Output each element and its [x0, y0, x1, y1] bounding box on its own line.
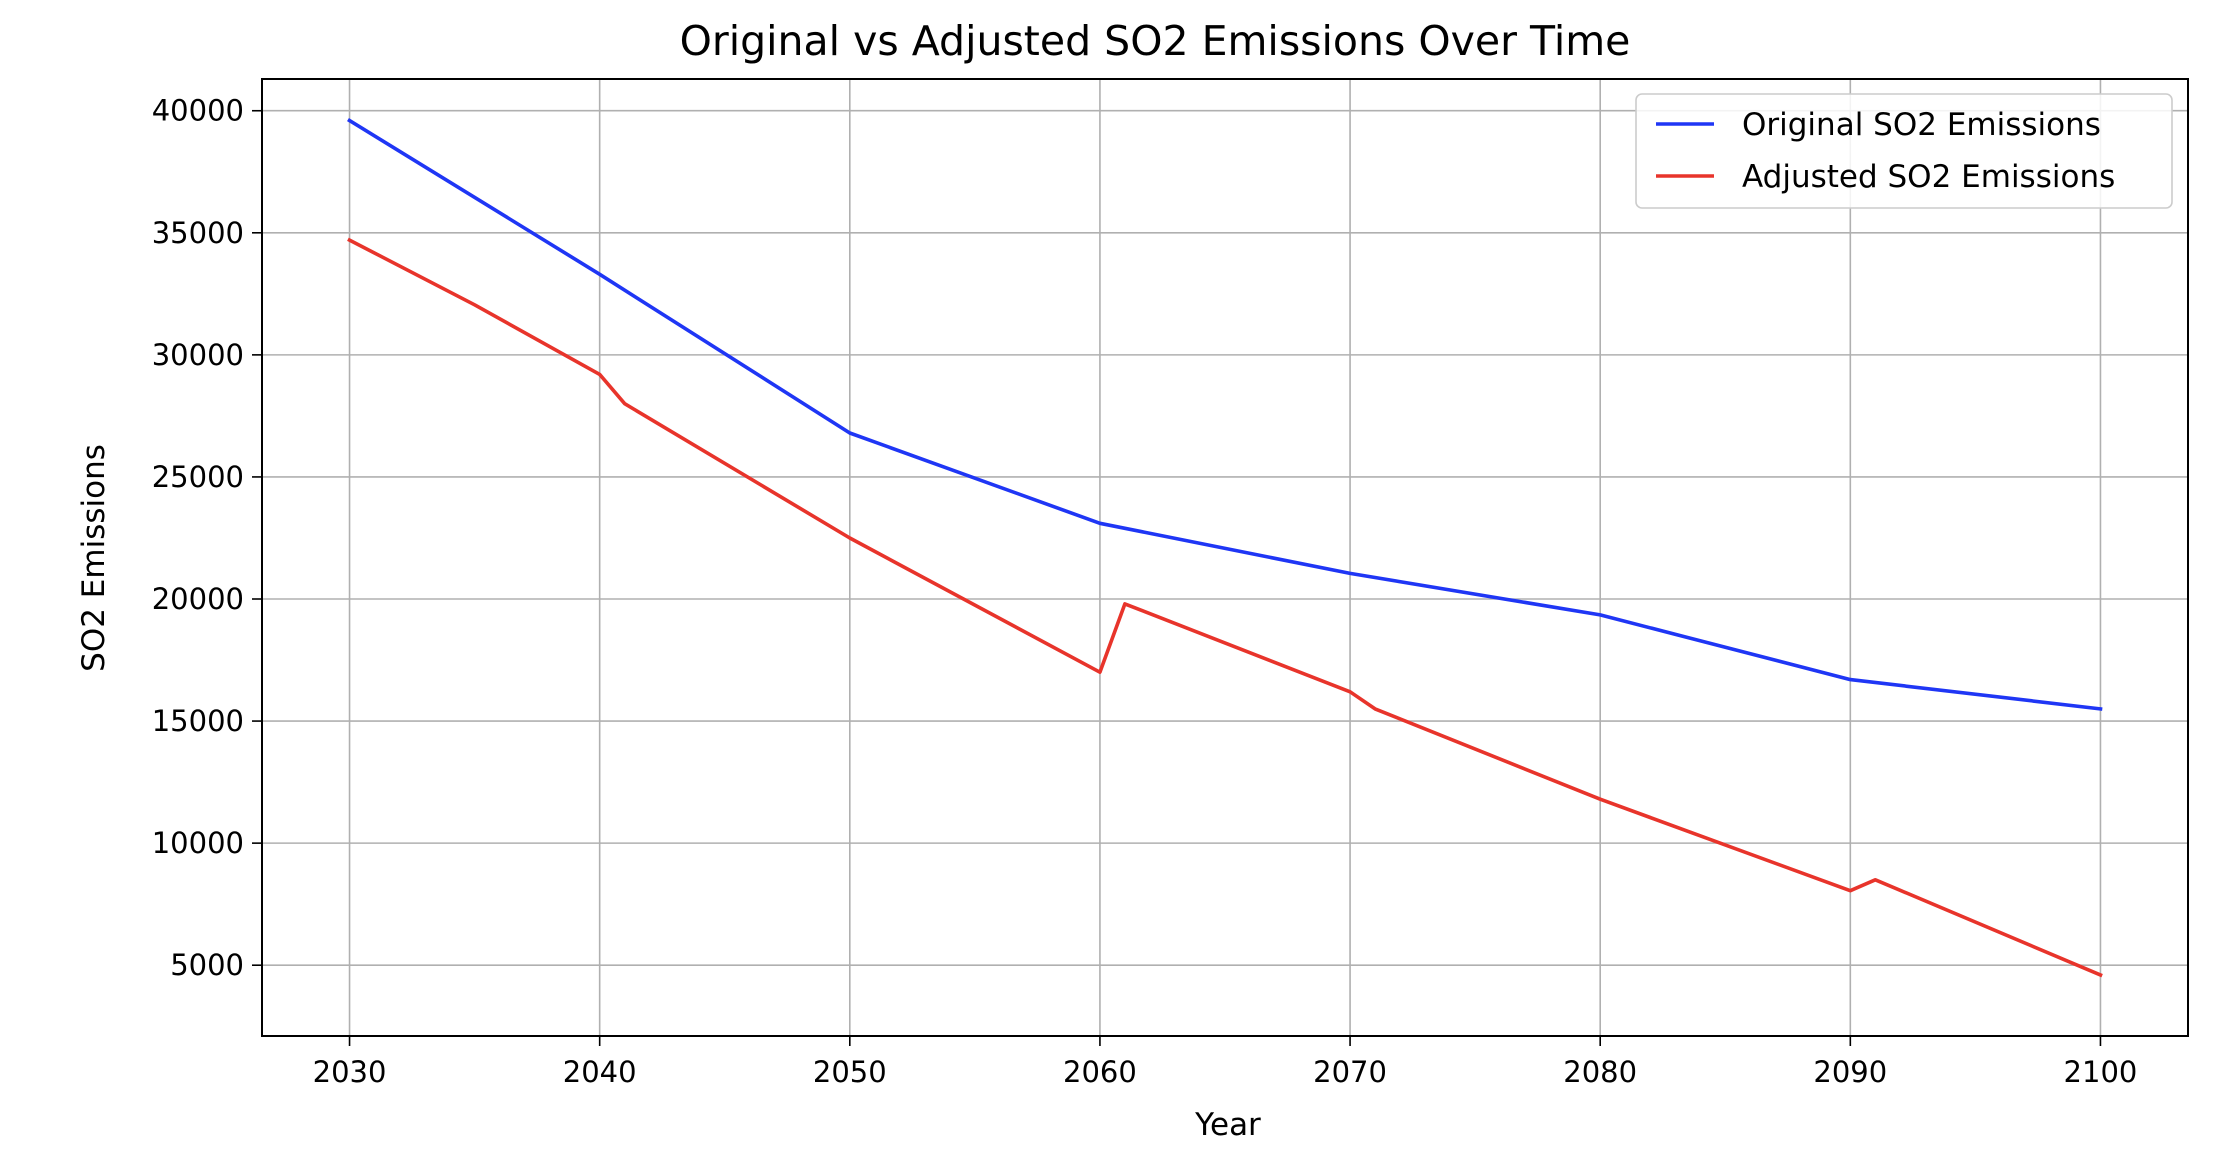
y-axis-label: SO2 Emissions	[76, 444, 112, 672]
x-tick-label: 2090	[1813, 1055, 1887, 1089]
y-tick-label: 15000	[152, 704, 244, 738]
x-tick-label: 2050	[813, 1055, 887, 1089]
y-tick-label: 35000	[152, 216, 244, 250]
x-tick-label: 2060	[1063, 1055, 1137, 1089]
grid-layer	[262, 79, 2188, 1036]
legend: Original SO2 Emissions Adjusted SO2 Emiss…	[1635, 93, 2173, 209]
y-tick-label: 20000	[152, 582, 244, 616]
series-line-adjusted	[347, 237, 2103, 978]
plot-frame	[261, 78, 2189, 1037]
y-tick-label: 40000	[152, 94, 244, 128]
tick-layer: 2030 2040 2050 2060 2070 2080 2090 2100 5000 1000…	[152, 94, 2138, 1089]
legend-label: Original SO2 Emissions	[1742, 107, 2101, 143]
x-tick-label: 2040	[563, 1055, 637, 1089]
y-tick-label: 25000	[152, 460, 244, 494]
series-layer	[347, 118, 2103, 978]
x-tick-label: 2030	[313, 1055, 387, 1089]
y-tick-label: 5000	[170, 948, 244, 982]
y-tick-label: 10000	[152, 826, 244, 860]
legend-box	[1635, 93, 2173, 209]
x-tick-label: 2100	[2064, 1055, 2138, 1089]
x-tick-label: 2080	[1563, 1055, 1637, 1089]
chart-title: Original vs Adjusted SO2 Emissions Over …	[680, 17, 1631, 65]
y-tick-label: 30000	[152, 338, 244, 372]
series-line-original	[347, 118, 2103, 711]
legend-label: Adjusted SO2 Emissions	[1742, 159, 2115, 195]
x-tick-label: 2070	[1313, 1055, 1387, 1089]
x-axis-label: Year	[1194, 1107, 1261, 1143]
